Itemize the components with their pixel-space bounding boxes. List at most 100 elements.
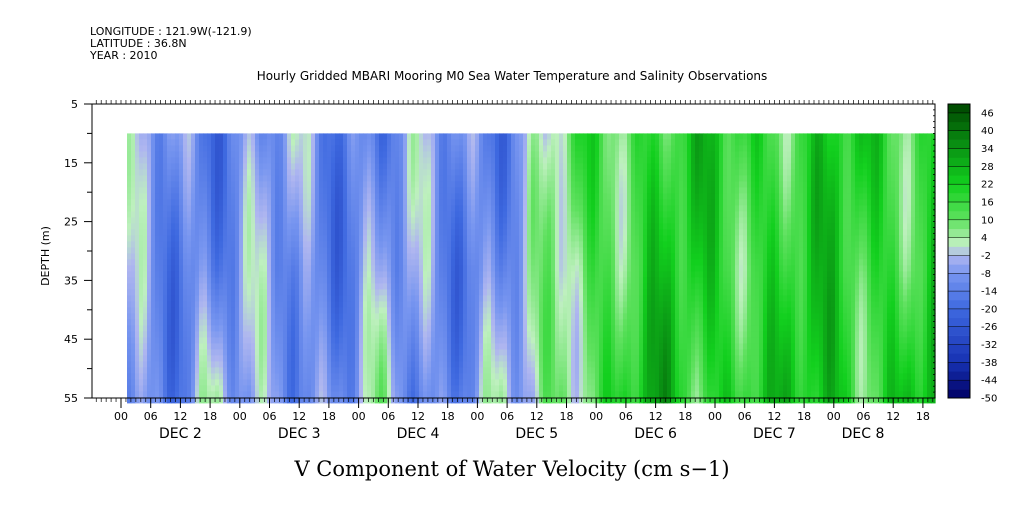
heatmap-cell <box>207 283 212 290</box>
heatmap-cell <box>539 283 544 290</box>
heatmap-cell <box>451 235 456 242</box>
heatmap-cell <box>559 373 564 380</box>
heatmap-cell <box>171 325 176 332</box>
heatmap-cell <box>455 295 460 302</box>
heatmap-cell <box>435 199 440 206</box>
heatmap-cell <box>447 361 452 368</box>
heatmap-cell <box>459 139 464 146</box>
heatmap-cell <box>379 259 384 266</box>
heatmap-cell <box>215 373 220 380</box>
heatmap-cell <box>507 355 512 362</box>
heatmap-cell <box>179 229 184 236</box>
heatmap-cell <box>219 277 224 284</box>
heatmap-cell <box>143 145 148 152</box>
heatmap-cell <box>211 313 216 320</box>
heatmap-cell <box>239 331 244 338</box>
heatmap-cell <box>415 199 420 206</box>
heatmap-cell <box>143 391 148 398</box>
heatmap-cell <box>407 397 412 404</box>
heatmap-cell <box>527 277 532 284</box>
heatmap-cell <box>239 283 244 290</box>
heatmap-cell <box>251 271 256 278</box>
heatmap-cell <box>131 283 136 290</box>
heatmap-cell <box>323 397 328 404</box>
heatmap-cell <box>379 265 384 272</box>
heatmap-cell <box>219 175 224 182</box>
heatmap-cell <box>175 163 180 170</box>
heatmap-cell <box>131 277 136 284</box>
heatmap-cell <box>555 373 560 380</box>
heatmap-cell <box>531 259 536 266</box>
heatmap-cell <box>407 391 412 398</box>
heatmap-cell <box>471 265 476 272</box>
heatmap-cell <box>387 235 392 242</box>
heatmap-cell <box>335 199 340 206</box>
heatmap-cell <box>387 355 392 362</box>
heatmap-cell <box>475 169 480 176</box>
heatmap-cell <box>455 175 460 182</box>
heatmap-cell <box>331 235 336 242</box>
heatmap-cell <box>127 157 132 164</box>
heatmap-cell <box>355 193 360 200</box>
heatmap-cell <box>179 151 184 158</box>
heatmap-cell <box>163 235 168 242</box>
heatmap-cell <box>271 343 276 350</box>
heatmap-cell <box>315 229 320 236</box>
heatmap-cell <box>131 271 136 278</box>
heatmap-cell <box>467 259 472 266</box>
heatmap-cell <box>223 151 228 158</box>
heatmap-cell <box>211 145 216 152</box>
heatmap-cell <box>147 373 152 380</box>
heatmap-cell <box>439 199 444 206</box>
heatmap-cell <box>551 187 556 194</box>
heatmap-cell <box>239 373 244 380</box>
heatmap-cell <box>567 361 572 368</box>
heatmap-cell <box>263 349 268 356</box>
heatmap-cell <box>403 133 408 140</box>
heatmap-cell <box>235 241 240 248</box>
heatmap-cell <box>483 373 488 380</box>
heatmap-cell <box>151 319 156 326</box>
heatmap-cell <box>159 247 164 254</box>
heatmap-cell <box>387 199 392 206</box>
heatmap-cell <box>511 337 516 344</box>
heatmap-cell <box>451 397 456 404</box>
heatmap-cell <box>531 145 536 152</box>
heatmap-cell <box>199 373 204 380</box>
heatmap-cell <box>499 325 504 332</box>
heatmap-cell <box>151 367 156 374</box>
heatmap-cell <box>231 397 236 404</box>
heatmap-cell <box>331 397 336 404</box>
heatmap-cell <box>207 271 212 278</box>
heatmap-cell <box>219 181 224 188</box>
heatmap-cell <box>443 385 448 392</box>
heatmap-cell <box>283 223 288 230</box>
heatmap-cell <box>519 151 524 158</box>
heatmap-cell <box>279 169 284 176</box>
heatmap-cell <box>539 271 544 278</box>
heatmap-cell <box>483 241 488 248</box>
heatmap-cell <box>451 325 456 332</box>
heatmap-cell <box>227 217 232 224</box>
heatmap-cell <box>163 169 168 176</box>
heatmap-cell <box>539 325 544 332</box>
heatmap-cell <box>539 349 544 356</box>
heatmap-cell <box>215 247 220 254</box>
heatmap-cell <box>151 391 156 398</box>
heatmap-cell <box>403 295 408 302</box>
heatmap-cell <box>319 385 324 392</box>
heatmap-cell <box>267 139 272 146</box>
heatmap-cell <box>399 337 404 344</box>
heatmap-cell <box>551 271 556 278</box>
heatmap-cell <box>531 211 536 218</box>
heatmap-cell <box>563 139 568 146</box>
heatmap-cell <box>239 187 244 194</box>
heatmap-cell <box>147 379 152 386</box>
heatmap-cell <box>315 133 320 140</box>
heatmap-cell <box>391 283 396 290</box>
heatmap-cell <box>559 181 564 188</box>
heatmap-cell <box>455 343 460 350</box>
heatmap-cell <box>331 169 336 176</box>
heatmap-cell <box>235 307 240 314</box>
heatmap-cell <box>231 385 236 392</box>
